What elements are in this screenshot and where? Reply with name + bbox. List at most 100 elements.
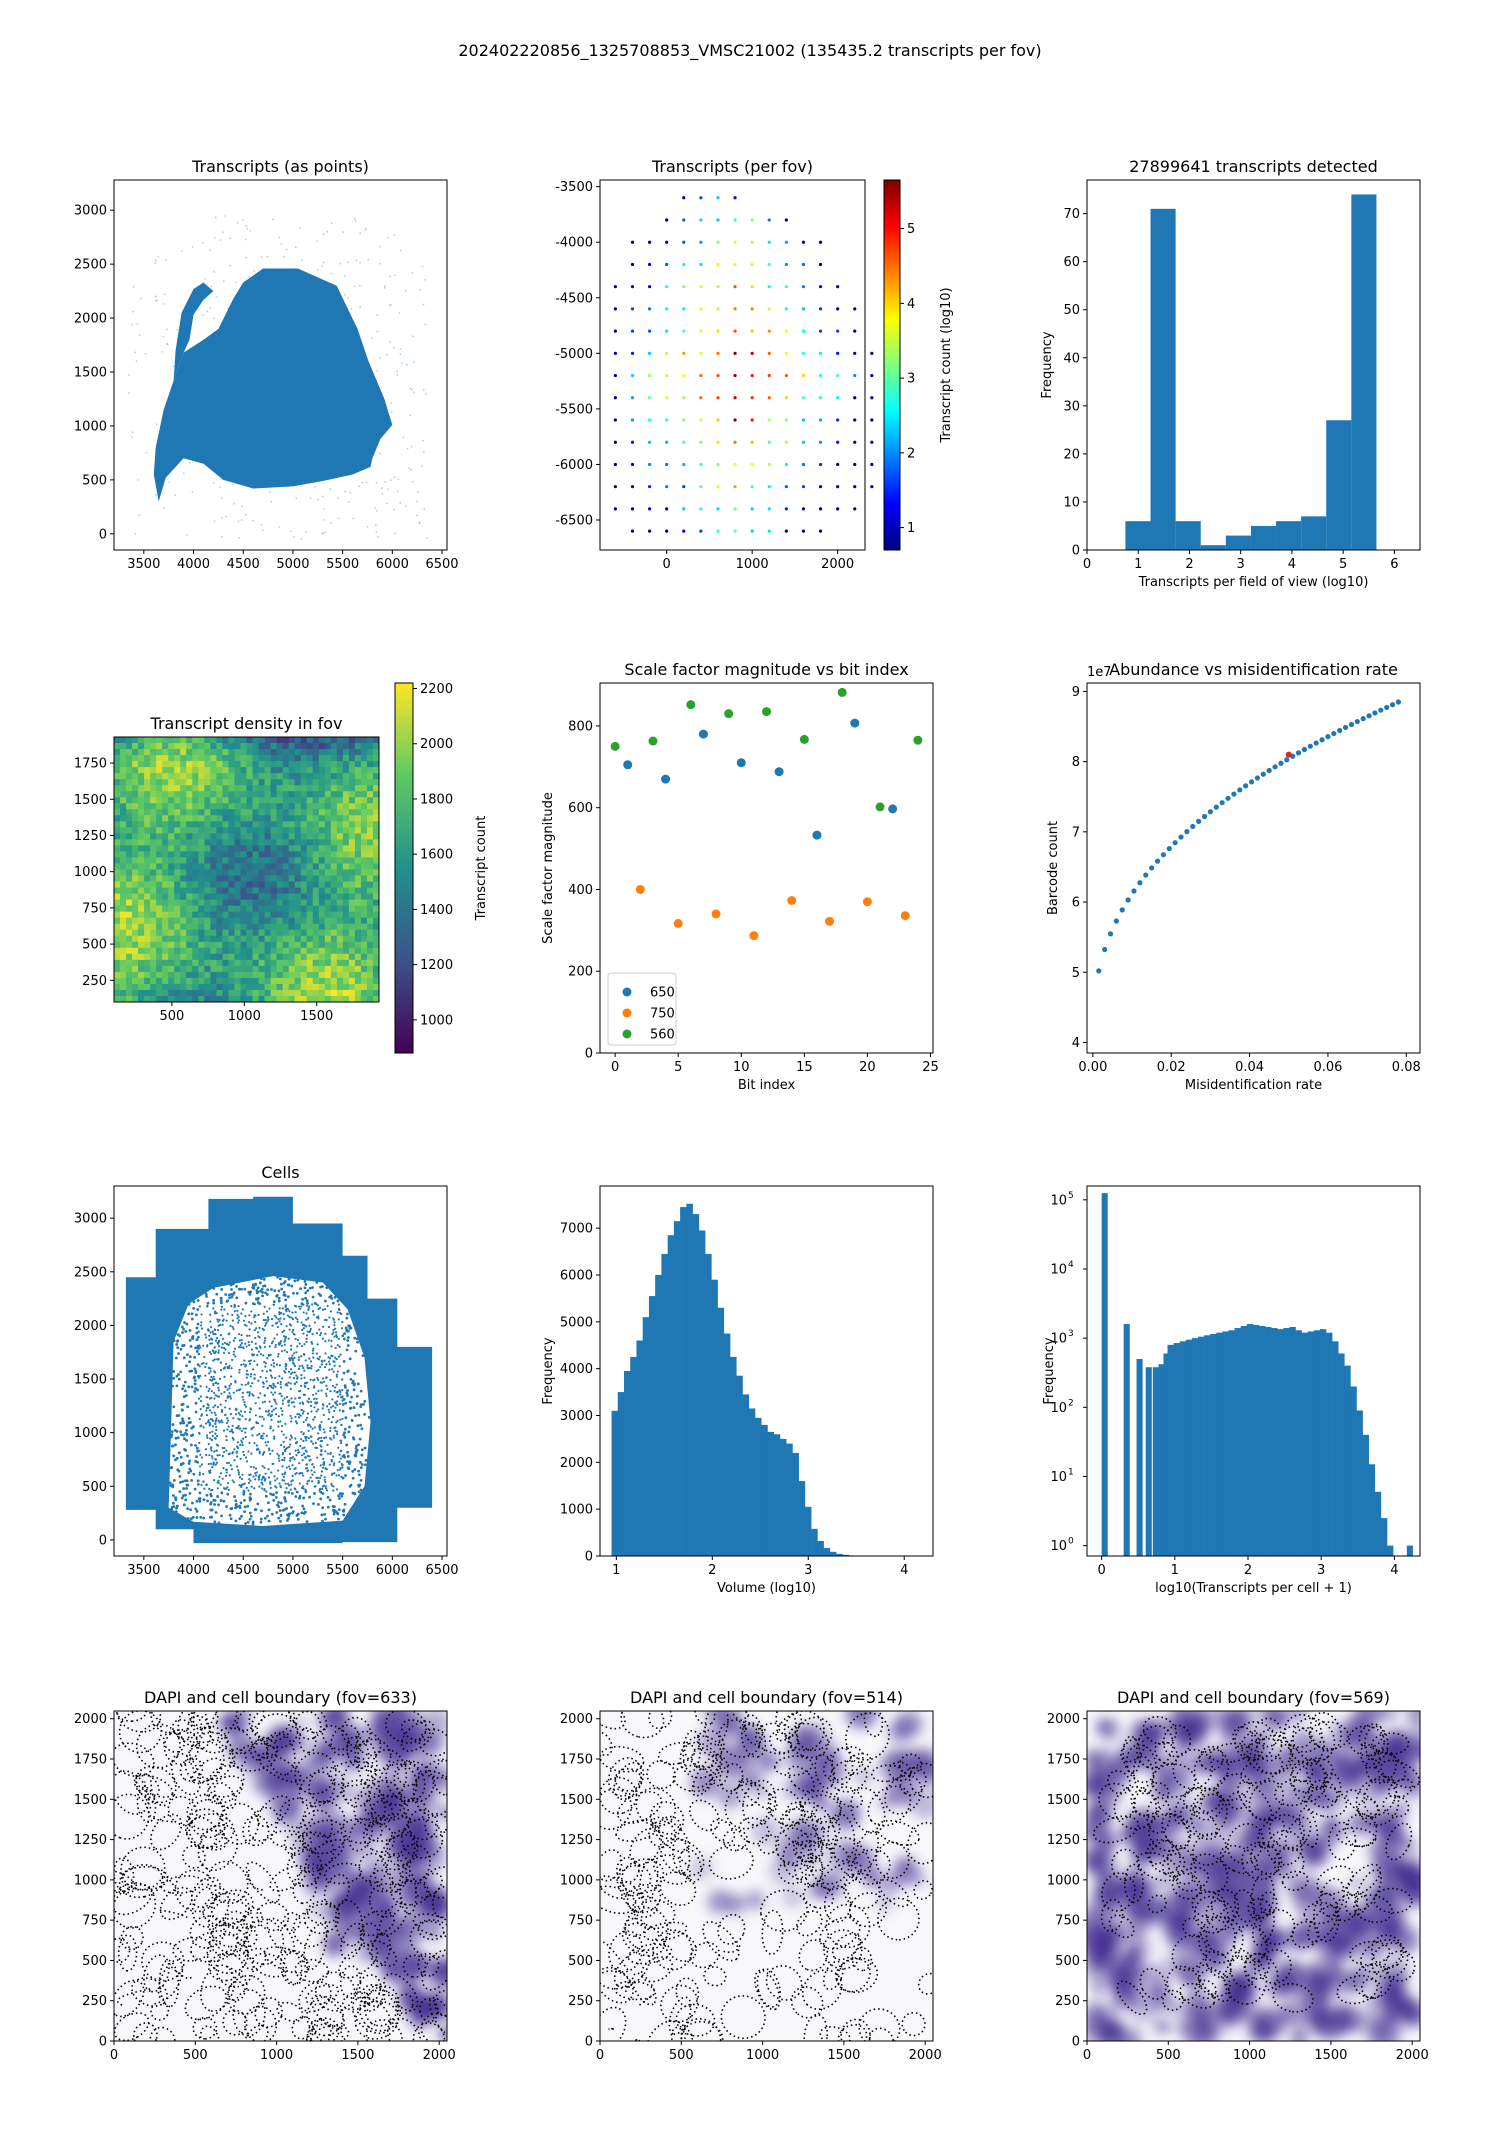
density-cell [228, 737, 235, 744]
cell-point [298, 1365, 301, 1368]
count-bar [1240, 1325, 1248, 1556]
cell-point [187, 1462, 191, 1465]
cell-point [182, 1433, 185, 1437]
fov-point [733, 307, 737, 311]
cell-point [211, 1425, 215, 1428]
fov-point [853, 373, 857, 378]
abundance-point [1325, 734, 1331, 740]
cell-point [234, 1355, 237, 1358]
x-tick-label: 1 [1134, 557, 1142, 572]
density-cell [282, 875, 290, 882]
cell-point [336, 1311, 339, 1314]
density-cell [336, 965, 344, 973]
density-cell [198, 839, 205, 846]
density-cell [132, 875, 139, 882]
sparse-transcript-point [224, 215, 227, 217]
cell-point [310, 1303, 314, 1306]
cell-point [257, 1331, 260, 1334]
cell-point [248, 1473, 251, 1476]
density-cell [282, 935, 290, 943]
density-cell [192, 869, 199, 876]
cell-point [254, 1282, 257, 1286]
sparse-transcript-point [266, 255, 269, 258]
cell-point [339, 1418, 342, 1421]
cell-point [259, 1375, 262, 1379]
cell-point [175, 1384, 179, 1388]
cell-point [196, 1363, 200, 1367]
density-cell [156, 983, 163, 991]
cell-point [244, 1431, 247, 1434]
density-cell [306, 977, 314, 985]
cell-point [226, 1492, 230, 1496]
cell-point [245, 1373, 248, 1376]
density-cell [258, 989, 265, 997]
cell-point [263, 1345, 267, 1349]
volume-bar [673, 1221, 681, 1556]
sparse-transcript-point [321, 495, 324, 498]
density-cell [174, 941, 181, 949]
sparse-transcript-point [423, 508, 426, 510]
fov-point [613, 485, 617, 489]
density-cell [342, 935, 350, 943]
sparse-transcript-point [365, 481, 368, 484]
cell-point [253, 1487, 256, 1490]
density-cell [354, 995, 362, 1003]
cell-point [297, 1451, 300, 1454]
fov-point [767, 262, 771, 267]
cell-point [195, 1350, 199, 1353]
cell-point [228, 1513, 232, 1517]
density-cell [366, 971, 374, 979]
density-cell [114, 965, 121, 973]
cell-point [199, 1453, 202, 1456]
density-cell [222, 737, 229, 744]
density-cell [228, 833, 235, 840]
cell-point [258, 1485, 261, 1488]
density-cell [192, 779, 199, 786]
cell-point [171, 1444, 175, 1448]
density-cell [126, 893, 133, 901]
density-cell [114, 737, 121, 744]
density-cell [372, 881, 380, 888]
density-cell [354, 941, 362, 949]
cell-point [361, 1354, 365, 1358]
density-cell [252, 923, 259, 931]
density-cell [222, 869, 229, 876]
density-cell [168, 857, 175, 864]
sparse-transcript-point [212, 317, 215, 320]
density-cell [360, 827, 368, 834]
density-cell [372, 875, 380, 882]
cell-point [342, 1433, 346, 1437]
cell-point [310, 1340, 313, 1344]
density-cell [144, 839, 151, 846]
count-bar [1362, 1434, 1369, 1556]
abundance-point [1307, 743, 1313, 749]
cell-point [288, 1315, 291, 1319]
sparse-transcript-point [212, 482, 215, 484]
cell-point [320, 1436, 323, 1439]
fov-point [647, 440, 652, 444]
cell-point [319, 1444, 322, 1447]
density-cell [294, 923, 302, 931]
density-cell [324, 893, 332, 901]
cell-point [246, 1520, 250, 1524]
cell-point [320, 1448, 323, 1452]
density-cell [306, 881, 314, 888]
fov-point [750, 396, 754, 400]
density-cell [288, 923, 296, 931]
density-cell [300, 971, 308, 979]
fov-point [870, 440, 874, 444]
density-cell [186, 953, 193, 961]
fov-point [767, 440, 771, 444]
density-cell [342, 929, 350, 937]
density-cell [186, 839, 193, 846]
density-cell [360, 977, 368, 985]
density-cell [270, 779, 278, 786]
density-cell [198, 989, 205, 997]
cell-point [225, 1505, 228, 1508]
cell-point [304, 1467, 308, 1470]
density-cell [276, 773, 284, 780]
cell-point [264, 1362, 268, 1365]
density-cell [222, 827, 229, 834]
cell-point [222, 1450, 226, 1454]
density-cell [336, 917, 344, 925]
